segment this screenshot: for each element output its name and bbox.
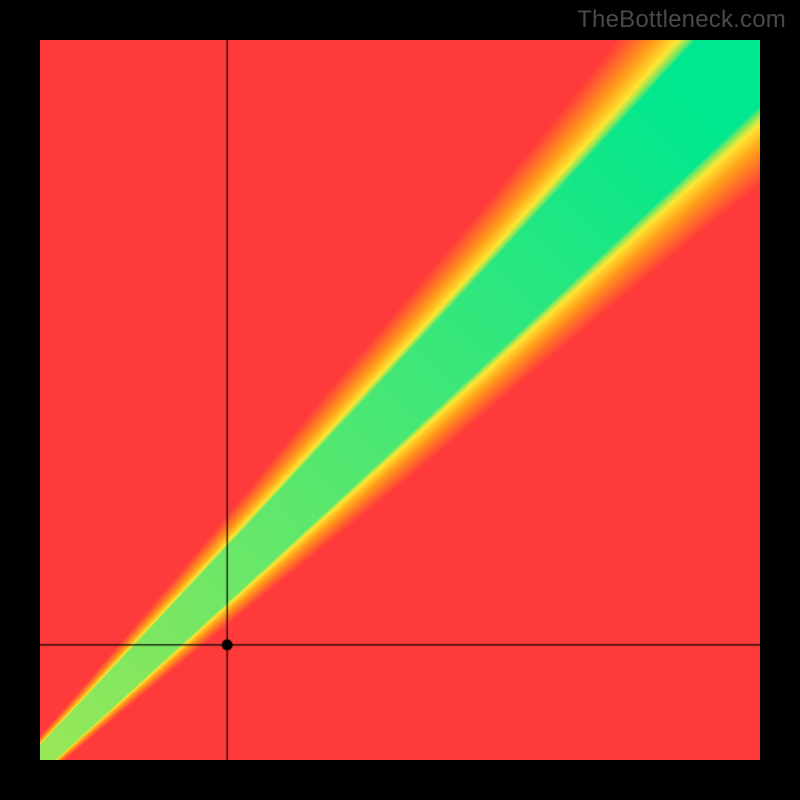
image-root: TheBottleneck.com — [0, 0, 800, 800]
heatmap-canvas — [40, 40, 760, 760]
watermark-text: TheBottleneck.com — [577, 6, 786, 34]
plot-frame — [40, 40, 760, 760]
